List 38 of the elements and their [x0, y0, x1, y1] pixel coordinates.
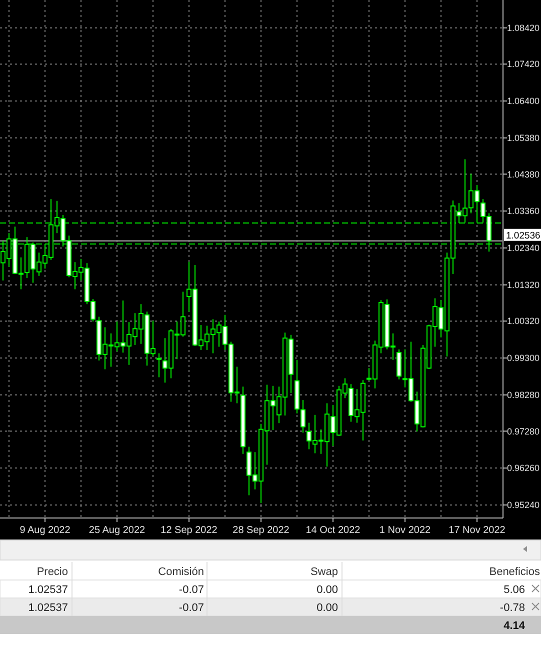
- x-tick-label: 17 Nov 2022: [448, 525, 506, 536]
- text: -0.78: [500, 602, 525, 614]
- candlestick: [396, 348, 402, 380]
- y-tick-label: 1.06400: [507, 96, 540, 106]
- candlestick: [300, 399, 306, 434]
- y-tick-label: 1.07420: [507, 59, 540, 70]
- text: 5.06: [504, 584, 525, 596]
- y-tick-label: 0.96260: [507, 463, 540, 474]
- x-tick-label: 9 Aug 2022: [20, 525, 71, 536]
- y-tick-label: 1.08420: [507, 23, 540, 34]
- y-tick-label: 1.04380: [507, 169, 540, 180]
- category-label: Comisión: [158, 566, 204, 578]
- text: 0.00: [316, 584, 338, 596]
- y-tick-label: 1.03360: [507, 206, 540, 216]
- y-tick-label: 0.97280: [507, 426, 540, 436]
- y-tick-label: 1.01320: [507, 280, 540, 290]
- text: -0.07: [178, 602, 204, 614]
- x-tick-label: 25 Aug 2022: [88, 525, 146, 536]
- candlestick: [156, 352, 162, 378]
- y-tick-label: 0.98280: [507, 390, 540, 400]
- y-tick-label: 1.00320: [507, 316, 540, 326]
- text: 1.02537: [28, 584, 68, 596]
- category-label: Swap: [310, 566, 338, 578]
- text: 4.14: [504, 620, 525, 632]
- x-tick-label: 12 Sep 2022: [160, 525, 218, 536]
- category-label: Precio: [36, 566, 68, 578]
- x-tick-label: 1 Nov 2022: [379, 525, 432, 536]
- text: -0.07: [178, 584, 204, 596]
- y-tick-label: 0.99300: [507, 353, 540, 364]
- y-tick-label: 0.95240: [507, 500, 540, 510]
- text: 1.02537: [28, 602, 68, 614]
- y-tick-label: 1.05380: [507, 133, 540, 144]
- x-tick-label: 14 Oct 2022: [306, 525, 361, 536]
- text: 0.00: [316, 602, 338, 614]
- category-label: Beneficios: [489, 566, 540, 578]
- x-tick-label: 28 Sep 2022: [232, 525, 290, 536]
- ref-line-label: 1.02536: [506, 230, 540, 242]
- y-tick-label: 1.02340: [507, 243, 540, 254]
